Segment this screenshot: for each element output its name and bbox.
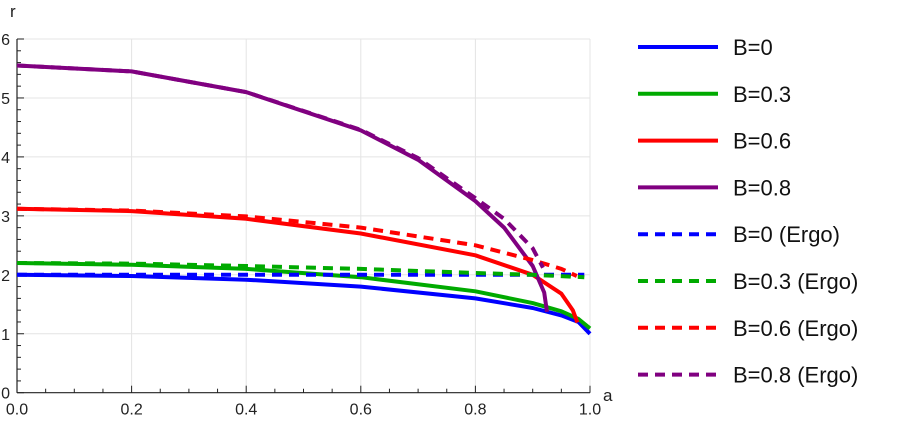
y-tick-label: 4 bbox=[1, 150, 10, 167]
series-line-b-0-6 bbox=[16, 206, 580, 324]
x-tick-label: 0.6 bbox=[350, 402, 372, 419]
legend-label: B=0 (Ergo) bbox=[733, 222, 840, 247]
legend-label: B=0.3 (Ergo) bbox=[733, 269, 858, 294]
series-line-b-0-8-ergo- bbox=[16, 63, 545, 269]
legend-label: B=0.6 (Ergo) bbox=[733, 316, 858, 341]
legend-label: B=0.8 bbox=[733, 175, 791, 200]
series-line-b-0-6-ergo- bbox=[16, 206, 578, 278]
legend-label: B=0 bbox=[733, 35, 773, 60]
series-line-b-0 bbox=[16, 272, 592, 336]
y-axis-label: r bbox=[10, 2, 16, 21]
y-tick-label: 5 bbox=[1, 91, 10, 108]
x-tick-label: 1.0 bbox=[579, 402, 601, 419]
series-line-b-0-3 bbox=[16, 261, 592, 330]
legend: B=0 B=0.3 B=0.6 B=0.8 B=0 (Ergo) B=0.3 (Ergo)… bbox=[638, 35, 858, 388]
legend-label: B=0.8 (Ergo) bbox=[733, 363, 858, 388]
series-line-b-0-3-ergo- bbox=[16, 261, 585, 280]
axes: 0.0 0.2 0.4 0.6 0.8 1.0 0 1 2 3 4 5 6 bbox=[1, 32, 601, 419]
y-tick-label: 6 bbox=[1, 32, 10, 49]
legend-label: B=0.3 bbox=[733, 82, 791, 107]
x-tick-label: 0.4 bbox=[235, 402, 257, 419]
y-tick-label: 2 bbox=[1, 268, 10, 285]
x-tick-label: 0.0 bbox=[6, 402, 28, 419]
series-group bbox=[16, 63, 592, 336]
x-tick-label: 0.2 bbox=[120, 402, 142, 419]
x-tick-label: 0.8 bbox=[464, 402, 486, 419]
legend-label: B=0.6 bbox=[733, 129, 791, 154]
y-tick-label: 3 bbox=[1, 209, 10, 226]
x-axis-label: a bbox=[603, 386, 613, 405]
y-tick-label: 0 bbox=[1, 386, 10, 403]
y-tick-label: 1 bbox=[1, 327, 10, 344]
grid bbox=[17, 38, 591, 393]
